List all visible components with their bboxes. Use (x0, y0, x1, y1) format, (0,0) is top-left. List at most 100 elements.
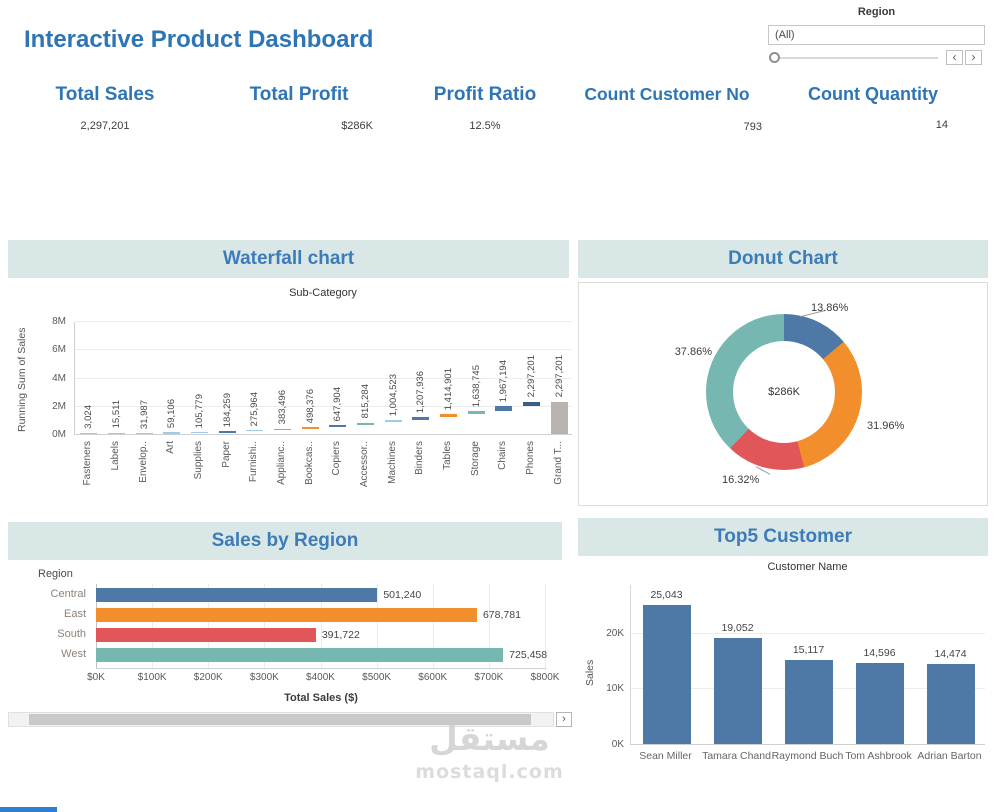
scrollbar-thumb[interactable] (29, 714, 531, 725)
scrollbar-right-button[interactable]: › (556, 712, 572, 727)
waterfall-gridline (75, 377, 572, 379)
waterfall-x-label: Chairs (497, 441, 509, 470)
region-slider-next-button[interactable]: › (965, 50, 982, 65)
waterfall-x-label: Binders (414, 441, 426, 475)
waterfall-chart: Sub-Category Running Sum of Sales 3,024 1… (8, 282, 572, 517)
top5-bar-value: 19,052 (721, 622, 754, 635)
top5-bar[interactable] (926, 663, 975, 744)
waterfall-x-label: Grand T... (552, 441, 564, 485)
waterfall-x-label: Storage (469, 441, 481, 477)
waterfall-gridline (75, 349, 572, 351)
sales-x-axis-line (96, 668, 546, 669)
sales-gridline (152, 584, 154, 668)
watermark: مستقل mostaql.com (407, 718, 572, 784)
waterfall-x-label: Furnishi.. (248, 441, 260, 483)
waterfall-bar[interactable] (246, 430, 264, 432)
sales-bar-value: 391,722 (321, 629, 360, 641)
sales-x-tick-label: $500K (362, 672, 392, 683)
region-filter-label: Region (857, 6, 896, 18)
top5-bar[interactable] (784, 660, 833, 744)
watermark-arabic-text: مستقل (429, 719, 550, 758)
top5-y-tick-label: 0K (611, 739, 624, 750)
sales-bar-value: 501,240 (383, 589, 422, 601)
waterfall-chart-title: Sub-Category (289, 287, 357, 299)
waterfall-bar[interactable] (80, 432, 98, 434)
donut-slice-label: 31.96% (867, 420, 905, 432)
waterfall-bar[interactable] (412, 416, 430, 420)
waterfall-bar[interactable] (191, 431, 208, 434)
region-slider-track[interactable] (772, 57, 938, 59)
donut-center-label: $286K (768, 386, 800, 398)
top5-chart: Customer Name Sales 25,043 19,052 15,117 14… (578, 556, 988, 812)
sales-x-tick-label: $600K (418, 672, 448, 683)
waterfall-panel-header: Waterfall chart (8, 240, 569, 278)
region-slider-handle[interactable] (769, 52, 780, 63)
kpi-count-customer: Count Customer No 793 (572, 84, 762, 133)
waterfall-bar[interactable] (329, 424, 347, 427)
waterfall-bar[interactable] (495, 406, 513, 411)
waterfall-x-label: Art (165, 441, 177, 454)
top5-panel-header: Top5 Customer (578, 518, 988, 556)
kpi-profit-ratio: Profit Ratio 12.5% (425, 84, 545, 132)
waterfall-panel-title: Waterfall chart (222, 248, 355, 269)
waterfall-y-tick-label: 8M (52, 316, 66, 327)
sales-bar[interactable] (96, 648, 504, 662)
donut-panel-header: Donut Chart (578, 240, 988, 278)
waterfall-bar[interactable] (550, 401, 568, 434)
top5-x-label: Sean Miller (639, 750, 692, 762)
top5-bar[interactable] (642, 604, 691, 744)
waterfall-gridline (75, 405, 572, 407)
top5-bar-value: 25,043 (650, 588, 683, 601)
waterfall-bar[interactable] (108, 432, 125, 434)
waterfall-bar[interactable] (384, 419, 402, 423)
region-filter-value: (All) (775, 29, 795, 41)
top5-x-label: Adrian Barton (917, 750, 982, 762)
waterfall-x-label: Tables (442, 441, 453, 470)
waterfall-bar-value: 15,511 (111, 400, 122, 429)
waterfall-bar[interactable] (440, 414, 457, 417)
waterfall-x-label: Supplies (193, 441, 204, 480)
sales-bar-value: 678,781 (482, 609, 521, 621)
sales-bar[interactable] (96, 608, 477, 622)
sales-bar[interactable] (96, 588, 378, 602)
waterfall-bar[interactable] (135, 432, 153, 434)
waterfall-bar[interactable] (274, 428, 291, 431)
sales-gridline (432, 584, 434, 668)
sales-row-label: Central (50, 588, 86, 600)
region-slider-prev-button[interactable]: ‹ (946, 50, 963, 65)
top5-bar[interactable] (855, 662, 904, 744)
donut-panel-title: Donut Chart (728, 248, 838, 269)
sales-bar[interactable] (96, 628, 316, 642)
top5-y-tick-label: 10K (606, 683, 624, 695)
sales-panel-header: Sales by Region (8, 522, 562, 560)
donut-slice-label: 16.32% (722, 474, 760, 486)
page-title: Interactive Product Dashboard (24, 26, 374, 53)
waterfall-bar[interactable] (163, 432, 181, 434)
top5-chart-title: Customer Name (767, 561, 848, 573)
top5-y-axis-label: Sales (584, 659, 596, 686)
waterfall-x-label: Paper (220, 441, 232, 468)
sales-gridline (208, 584, 210, 668)
waterfall-bar[interactable] (467, 410, 485, 415)
region-filter-dropdown[interactable]: (All) (768, 25, 985, 45)
waterfall-bar-value: 184,259 (221, 392, 233, 428)
waterfall-x-label: Machines (386, 441, 398, 484)
waterfall-bar[interactable] (523, 401, 540, 407)
waterfall-bar-value: 275,964 (249, 391, 261, 427)
waterfall-bar-value: 1,967,194 (498, 359, 510, 403)
waterfall-bar[interactable] (357, 422, 374, 425)
waterfall-bar-value: 1,207,936 (415, 370, 427, 413)
top5-plot: 25,043 19,052 15,117 14,596 14,474 (630, 585, 985, 745)
kpi-total-sales: Total Sales 2,297,201 (40, 84, 170, 132)
sales-gridline (264, 584, 266, 668)
waterfall-bar[interactable] (218, 431, 236, 433)
sales-x-tick-label: $400K (306, 672, 335, 683)
top5-bar-value: 14,596 (863, 646, 896, 659)
waterfall-y-axis-label: Running Sum of Sales (16, 327, 28, 433)
sales-gridline (320, 584, 322, 668)
top5-bar[interactable] (713, 638, 762, 744)
waterfall-y-tick-label: 6M (52, 344, 66, 356)
horizontal-scrollbar[interactable] (8, 712, 554, 727)
waterfall-bar[interactable] (301, 426, 319, 429)
